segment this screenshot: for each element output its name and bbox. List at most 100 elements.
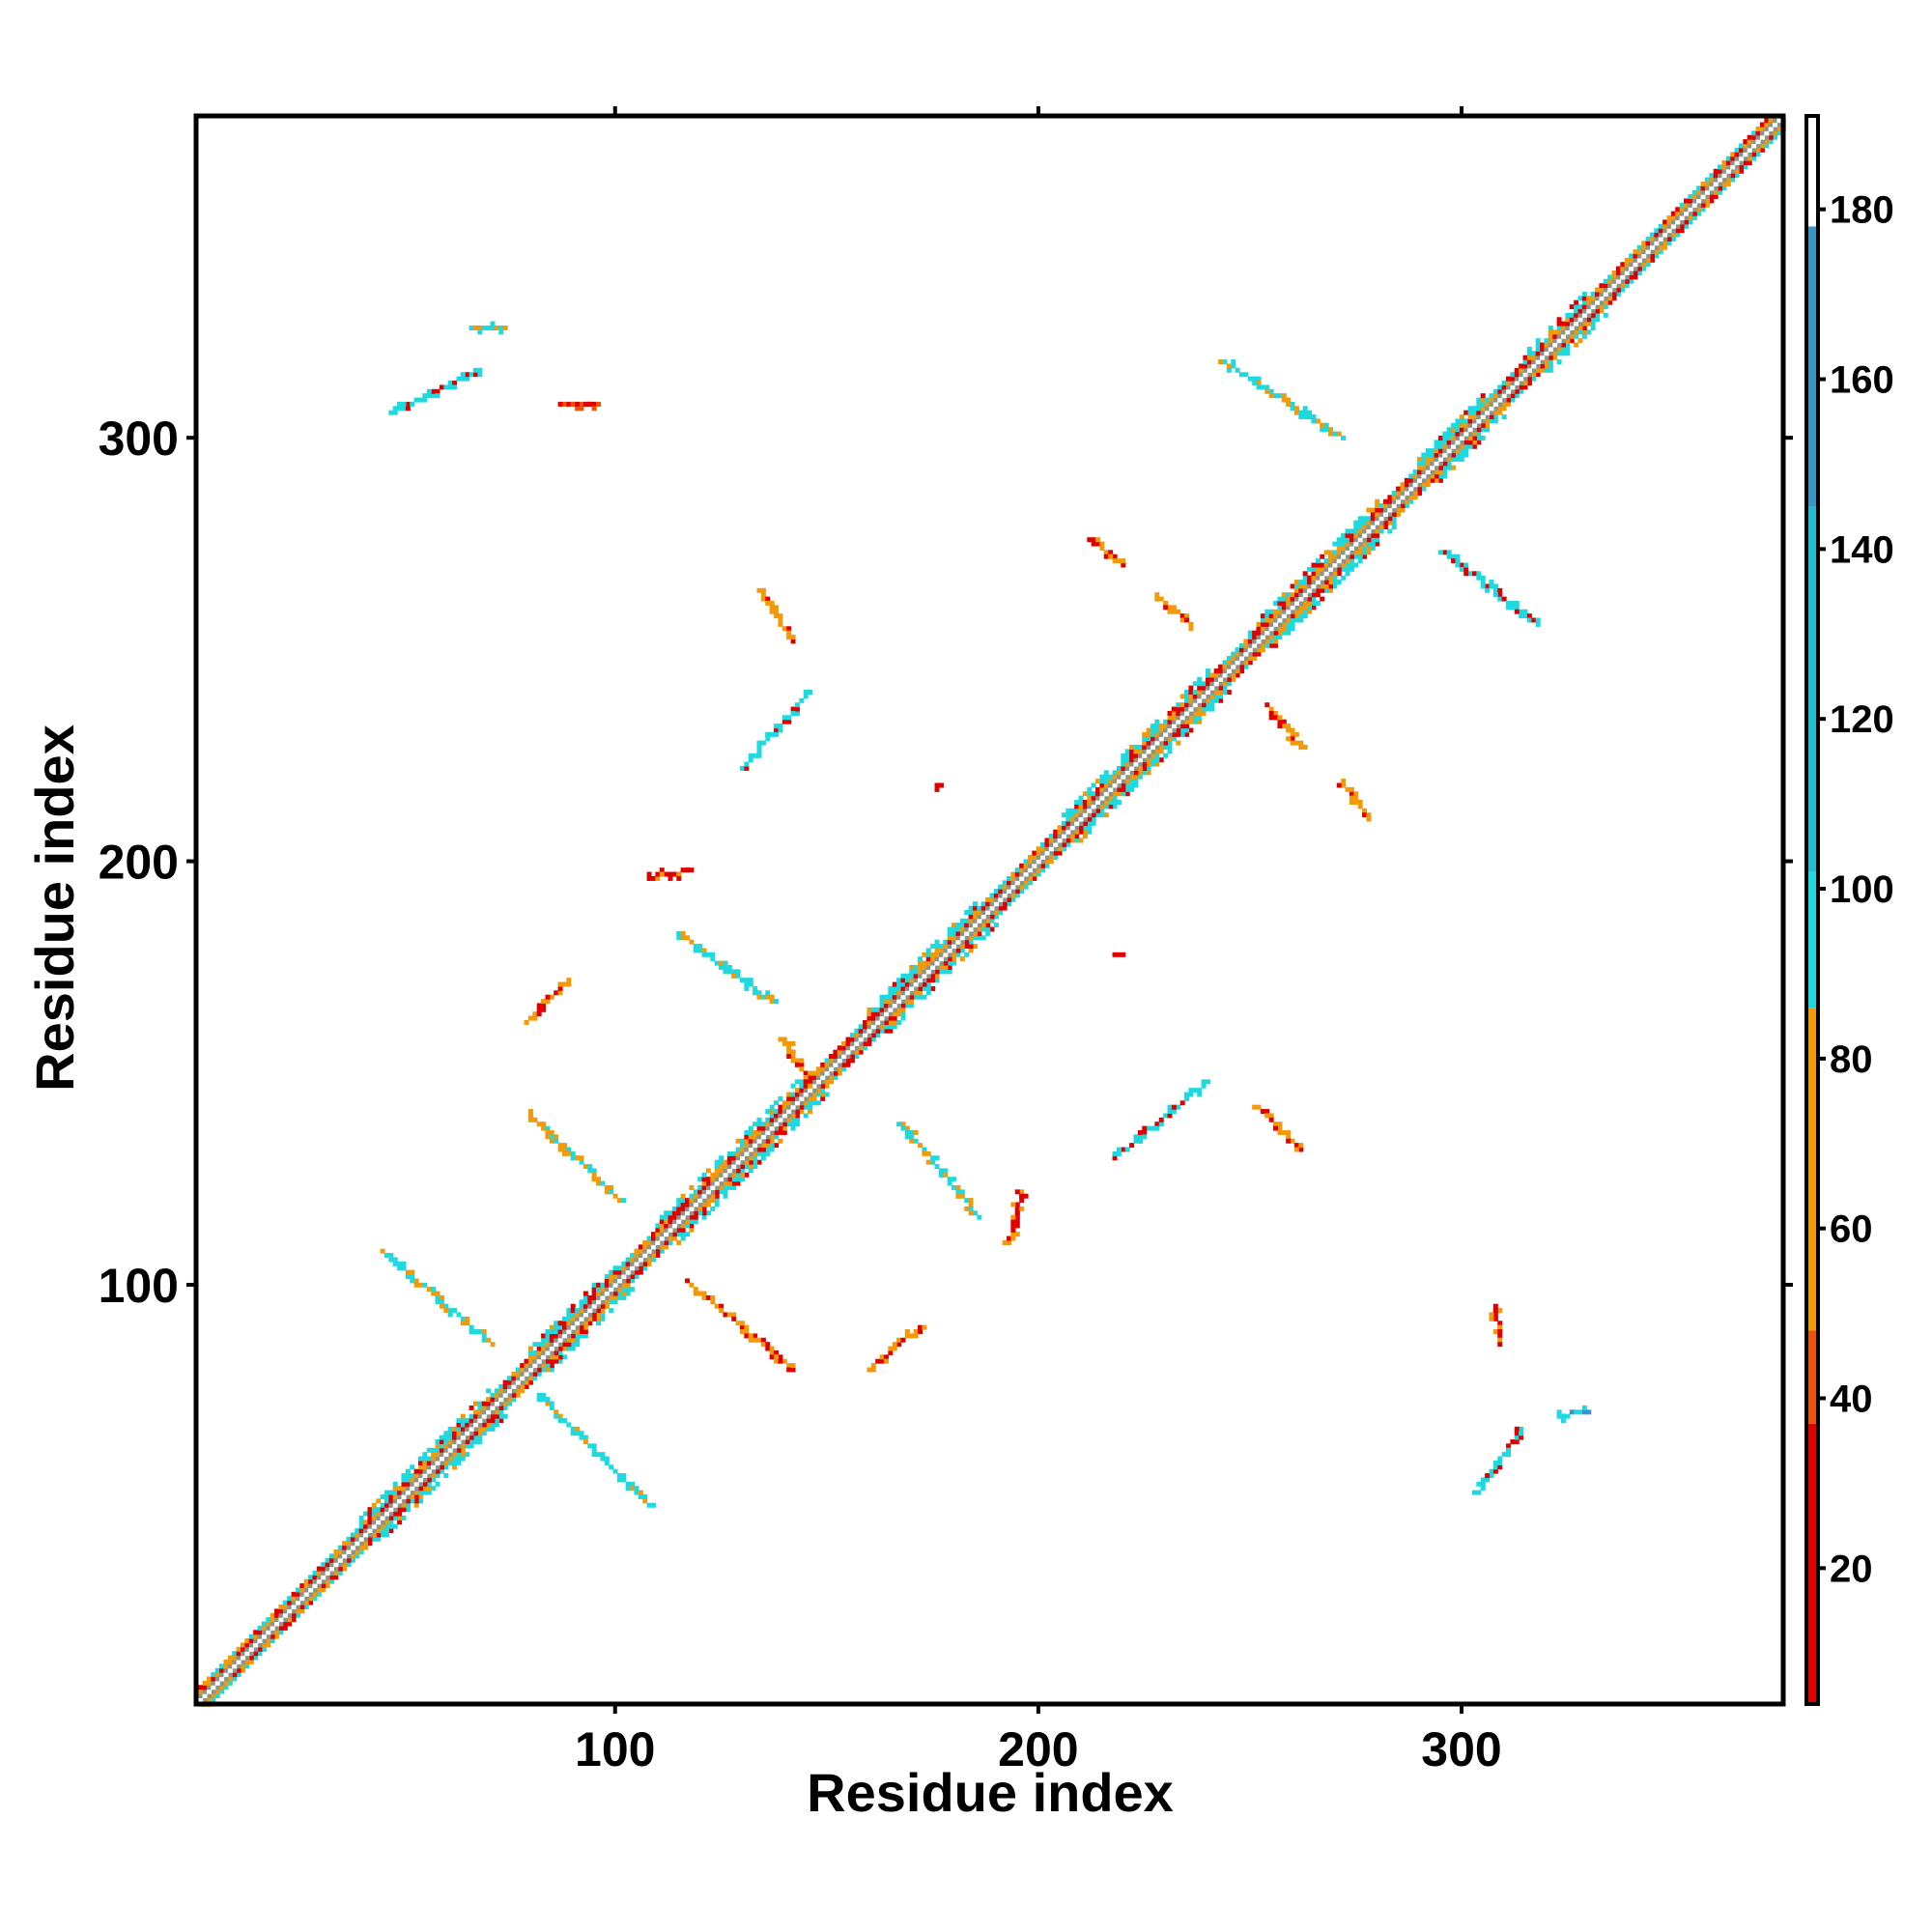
heatmap-cell	[634, 1261, 639, 1266]
heatmap-cell	[481, 1405, 487, 1410]
heatmap-cell	[1019, 863, 1025, 868]
heatmap-cell	[1362, 532, 1368, 538]
heatmap-cell	[1378, 528, 1384, 534]
heatmap-cell	[447, 1447, 453, 1453]
heatmap-cell	[312, 1570, 318, 1576]
heatmap-cell	[1556, 321, 1562, 327]
heatmap-cell	[1167, 1113, 1173, 1119]
heatmap-cell	[388, 1490, 394, 1495]
heatmap-cell	[1053, 855, 1059, 860]
heatmap-cell	[1167, 719, 1173, 724]
heatmap-cell	[646, 875, 652, 881]
heatmap-cell	[803, 1104, 809, 1110]
heatmap-cell	[524, 1019, 529, 1025]
heatmap-cell	[1552, 329, 1558, 335]
heatmap-cell	[596, 1452, 602, 1458]
heatmap-cell	[1019, 875, 1025, 881]
heatmap-cell	[1696, 207, 1702, 213]
heatmap-cell	[875, 1028, 881, 1034]
heatmap-cell	[1197, 697, 1203, 703]
heatmap-cell	[756, 753, 762, 758]
heatmap-cell	[1696, 194, 1702, 200]
heatmap-cell	[1209, 697, 1215, 703]
heatmap-cell	[655, 1223, 661, 1229]
heatmap-cell	[1738, 152, 1744, 157]
heatmap-cell	[1489, 414, 1494, 420]
heatmap-cell	[1569, 326, 1575, 330]
heatmap-cell	[1688, 194, 1693, 200]
heatmap-cell	[934, 964, 940, 970]
heatmap-cell	[1040, 863, 1046, 868]
heatmap-cell	[481, 326, 487, 330]
heatmap-cell	[863, 1037, 868, 1042]
heatmap-cell	[748, 1155, 753, 1161]
heatmap-cell	[1179, 1100, 1185, 1106]
heatmap-cell	[388, 1502, 394, 1508]
heatmap-cell	[803, 1070, 809, 1076]
heatmap-cell	[447, 1439, 453, 1444]
heatmap-cell	[1264, 626, 1270, 632]
heatmap-cell	[968, 1206, 974, 1211]
heatmap-cell	[1146, 740, 1151, 746]
heatmap-cell	[689, 1198, 695, 1204]
heatmap-cell	[1171, 1104, 1177, 1110]
heatmap-cell	[1007, 893, 1012, 898]
heatmap-cell	[1471, 1490, 1477, 1495]
heatmap-cell	[447, 1460, 453, 1465]
heatmap-cell	[266, 1621, 271, 1627]
heatmap-cell	[1302, 571, 1308, 577]
heatmap-cell	[241, 1651, 245, 1657]
heatmap-cell	[460, 1426, 466, 1432]
heatmap-cell	[1103, 782, 1109, 788]
heatmap-cell	[723, 1172, 728, 1178]
heatmap-cell	[202, 1680, 208, 1686]
heatmap-cell	[952, 926, 957, 932]
heatmap-cell	[714, 960, 720, 966]
heatmap-cell	[1243, 651, 1249, 657]
heatmap-cell	[211, 1697, 216, 1703]
heatmap-cell	[401, 1481, 407, 1487]
heatmap-cell	[1704, 177, 1710, 183]
heatmap-cell	[892, 985, 897, 991]
heatmap-cell	[477, 1413, 483, 1419]
heatmap-cell	[219, 1663, 225, 1669]
heatmap-cell	[1730, 173, 1736, 179]
heatmap-cell	[1247, 660, 1253, 666]
heatmap-cell	[582, 1316, 588, 1321]
heatmap-cell	[1277, 1125, 1283, 1131]
heatmap-cell	[774, 1113, 780, 1119]
heatmap-cell	[769, 1350, 775, 1355]
heatmap-cell	[1027, 863, 1033, 868]
heatmap-cell	[1290, 583, 1295, 589]
heatmap-cell	[1197, 1088, 1203, 1094]
heatmap-cell	[1061, 825, 1066, 831]
heatmap-cell	[1768, 126, 1774, 131]
heatmap-cell	[1307, 414, 1313, 420]
heatmap-cell	[1277, 719, 1283, 724]
heatmap-cell	[799, 1100, 805, 1106]
heatmap-cell	[545, 1350, 551, 1355]
heatmap-cell	[1641, 249, 1647, 255]
heatmap-cell	[705, 1168, 711, 1174]
heatmap-cell	[1764, 122, 1770, 128]
heatmap-cell	[1103, 812, 1109, 818]
heatmap-cell	[863, 1045, 868, 1051]
heatmap-cell	[582, 1164, 588, 1170]
heatmap-cell	[1615, 270, 1621, 275]
heatmap-cell	[431, 1468, 437, 1474]
heatmap-cell	[1471, 406, 1477, 412]
heatmap-cell	[1467, 440, 1473, 445]
heatmap-cell	[380, 1511, 385, 1517]
heatmap-cell	[477, 326, 483, 330]
heatmap-cell	[1366, 528, 1372, 534]
heatmap-cell	[1747, 139, 1752, 145]
heatmap-cell	[930, 952, 936, 957]
heatmap-cell	[460, 1321, 466, 1326]
heatmap-cell	[1768, 118, 1774, 124]
heatmap-cell	[1264, 613, 1270, 619]
heatmap-cell	[1302, 745, 1308, 751]
heatmap-cell	[486, 1401, 492, 1406]
heatmap-cell	[1336, 541, 1342, 547]
heatmap-cell	[1485, 427, 1491, 433]
heatmap-cell	[545, 1129, 551, 1135]
